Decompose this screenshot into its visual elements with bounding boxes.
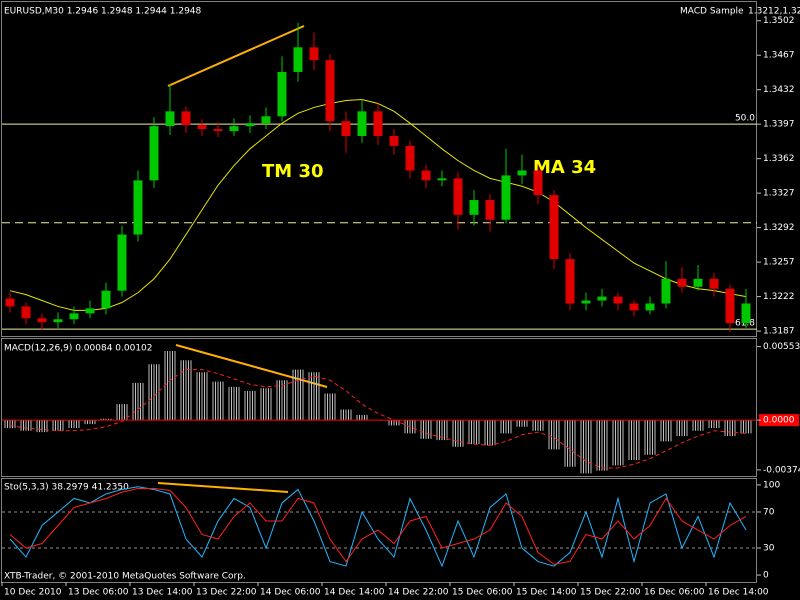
x-tick-label: 14 Dec 22:00 (388, 588, 449, 598)
x-tick-label: 14 Dec 06:00 (260, 588, 321, 598)
trendline (175, 344, 328, 388)
y-tick-label: 70 (763, 507, 775, 517)
candle-body (69, 313, 79, 320)
candle-body (341, 121, 351, 136)
trendline (157, 482, 289, 493)
y-tick-label: 30 (763, 544, 775, 554)
candle-body (613, 296, 623, 304)
candle-body (261, 116, 271, 124)
y-tick-label: 0.0000 (763, 416, 795, 426)
x-tick-label: 15 Dec 06:00 (452, 588, 513, 598)
candle-body (421, 170, 431, 181)
candle-body (21, 306, 31, 319)
candle-body (661, 278, 671, 304)
candle-body (165, 111, 175, 127)
candle-body (517, 170, 527, 176)
stochastic-line (9, 488, 747, 565)
candle-body (149, 126, 159, 181)
candle-body (677, 278, 687, 287)
candle-body (453, 178, 463, 215)
candle-body (741, 303, 751, 324)
candle-body (549, 195, 559, 260)
candle-body (245, 123, 255, 127)
y-tick-label: 1.3327 (763, 189, 795, 199)
x-tick-label: 13 Dec 06:00 (68, 588, 129, 598)
stochastic-title: Sto(5,3,3) 38.2979 41.2350 (4, 483, 129, 493)
candle-body (357, 111, 367, 136)
expert-name: MACD Sample (680, 7, 744, 17)
candle-body (309, 47, 319, 61)
x-tick-label: 14 Dec 14:00 (324, 588, 385, 598)
candle-body (405, 145, 415, 171)
macd-title: MACD(12,26,9) 0.00084 0.00102 (4, 344, 153, 354)
candle-body (629, 303, 639, 311)
y-tick-label: 1.3397 (763, 120, 795, 130)
candle-body (645, 303, 655, 311)
y-tick-label: 1.3222 (763, 292, 795, 302)
annotation: TM 30 (262, 161, 324, 182)
candle-body (117, 234, 127, 291)
candle-body (581, 300, 591, 304)
signal-line (9, 369, 747, 469)
y-tick-label: 100 (763, 480, 780, 490)
candle-body (693, 278, 703, 287)
y-tick-label: 1.3432 (763, 85, 795, 95)
y-tick-label: 0 (763, 571, 769, 581)
candle-body (181, 111, 191, 126)
candle-body (709, 278, 719, 289)
candle-body (293, 47, 303, 72)
y-tick-label: 1.3502 (763, 16, 795, 26)
x-tick-label: 13 Dec 14:00 (132, 588, 193, 598)
candle-body (133, 180, 143, 235)
candle-body (277, 71, 287, 117)
candle-body (5, 298, 15, 307)
level-label: 50.0 (735, 114, 755, 124)
candle-body (197, 125, 207, 130)
x-tick-label: 16 Dec 14:00 (708, 588, 769, 598)
chart-title: EURUSD,M30 1.2946 1.2948 1.2944 1.2948 (4, 7, 202, 17)
annotation: MA 34 (533, 157, 596, 178)
price-panel (1, 1, 757, 337)
candle-body (389, 135, 399, 146)
candle-body (565, 259, 575, 304)
candle-body (501, 175, 511, 220)
candle-body (597, 296, 607, 301)
level-label: 61.8 (735, 319, 755, 329)
macd-panel (1, 338, 757, 477)
x-tick-label: 15 Dec 14:00 (516, 588, 577, 598)
stochastic-line (9, 486, 747, 568)
candle-body (373, 111, 383, 136)
candle-body (229, 126, 239, 132)
stochastic-panel (1, 478, 757, 583)
candle-body (37, 318, 47, 323)
candle-body (533, 170, 543, 196)
x-tick-label: 16 Dec 06:00 (644, 588, 705, 598)
candle-body (213, 129, 223, 132)
candle-body (325, 60, 335, 122)
candle-body (53, 319, 63, 323)
y-tick-label: 1.3187 (763, 327, 795, 337)
trendline (167, 25, 305, 87)
candle-body (485, 200, 495, 220)
y-tick-label: 1.3292 (763, 223, 795, 233)
candle-body (469, 200, 479, 215)
y-tick-label: 0.00553 (763, 342, 800, 352)
candle-body (85, 308, 95, 314)
candle-body (101, 290, 111, 309)
footer: XTB-Trader, © 2001-2010 MetaQuotes Softw… (4, 572, 246, 582)
y-tick-label: 1.3467 (763, 51, 795, 61)
x-tick-label: 10 Dec 2010 (4, 588, 62, 598)
x-tick-label: 13 Dec 22:00 (196, 588, 257, 598)
zero-label-box (759, 414, 799, 427)
candle-body (725, 288, 735, 324)
candle-body (437, 178, 447, 181)
y-tick-label: 1.3257 (763, 258, 795, 268)
y-tick-label: 1.3362 (763, 154, 795, 164)
x-tick-label: 15 Dec 22:00 (580, 588, 641, 598)
close-button[interactable]: 1.3212,1.32,1.3196,1.3199,1.3205,1.321,1… (748, 7, 800, 17)
y-tick-label: -0.00374 (763, 465, 800, 475)
